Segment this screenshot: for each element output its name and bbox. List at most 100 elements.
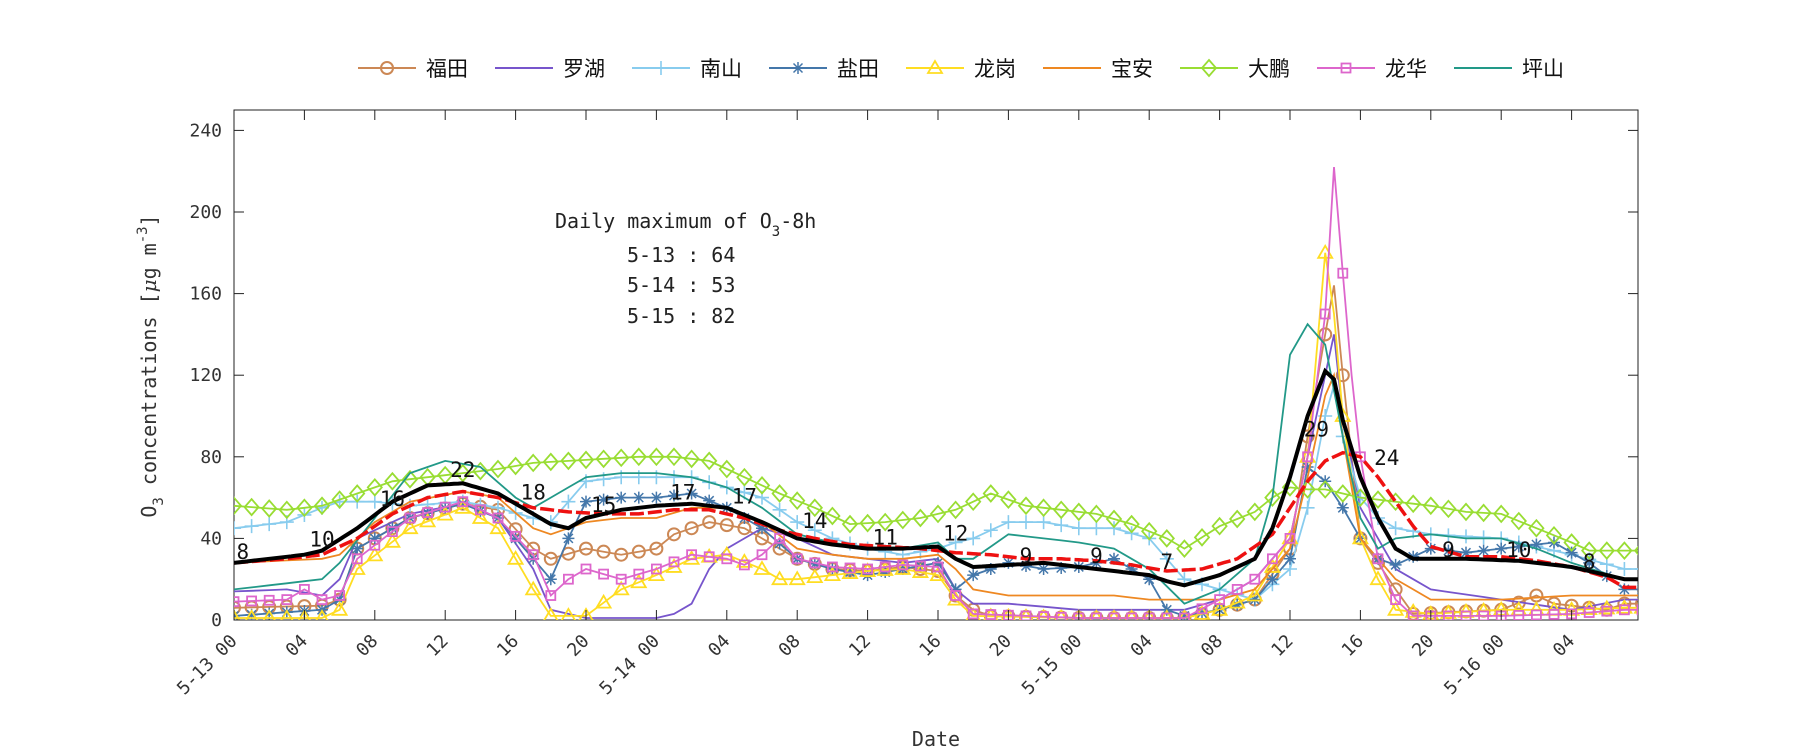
data-label: 8 [236, 540, 249, 564]
series-marker [331, 601, 349, 616]
series-marker [1161, 612, 1173, 620]
legend-item: 龙华 [1317, 57, 1427, 81]
y-tick-label: 120 [189, 365, 222, 386]
series-marker [281, 594, 293, 605]
series-marker [1635, 597, 1638, 610]
series-marker [650, 491, 663, 504]
x-tick-label: 08 [775, 631, 805, 661]
series-marker [612, 580, 630, 596]
annotation-line-1: 5-13 : 64 [627, 243, 735, 267]
annotation-title: Daily maximum of O3-8h [555, 209, 816, 240]
series-marker [756, 522, 768, 535]
series-marker [1440, 499, 1457, 519]
series-marker [1495, 542, 1508, 555]
series-marker [684, 521, 699, 536]
series-marker [577, 450, 595, 470]
series-marker [386, 522, 399, 535]
series-marker [950, 590, 961, 601]
series-marker [334, 590, 346, 601]
series-marker [1422, 496, 1439, 516]
legend-item: 坪山 [1454, 57, 1564, 81]
x-tick-label: 5-13 00 [173, 631, 241, 699]
series-marker [1531, 609, 1542, 620]
series-marker [580, 495, 592, 508]
series-marker [457, 496, 469, 508]
series-marker [1390, 594, 1401, 605]
series-marker [894, 560, 912, 575]
series-marker [1231, 598, 1244, 611]
series-marker [563, 573, 574, 585]
series-marker [1284, 552, 1296, 565]
series-marker [1460, 610, 1472, 620]
series-marker [1108, 612, 1120, 620]
series-marker [315, 609, 329, 620]
data-label: 17 [670, 481, 695, 505]
series-marker [544, 573, 557, 586]
data-label: 9 [1020, 544, 1033, 568]
series-marker [313, 496, 331, 516]
legend-marker [1340, 62, 1352, 74]
series-line [234, 322, 1638, 605]
data-label: 7 [1160, 550, 1173, 574]
series-marker [1302, 451, 1313, 463]
series-marker [756, 549, 768, 561]
mean-line [234, 367, 1638, 588]
series-marker [721, 553, 733, 565]
x-tick-label: 16 [493, 631, 523, 661]
series-marker [1090, 556, 1103, 569]
series-marker [1319, 308, 1331, 320]
series-marker [984, 563, 997, 575]
series-marker [1424, 542, 1437, 555]
series-marker [806, 498, 823, 518]
series-marker [967, 569, 980, 582]
series-marker [1581, 541, 1598, 561]
series-marker [263, 594, 275, 606]
series-marker [1337, 267, 1349, 279]
series-marker [774, 533, 785, 544]
series-marker [1266, 573, 1279, 586]
series-marker [648, 447, 665, 467]
series-marker [965, 492, 982, 512]
series-marker [667, 470, 681, 485]
legend-item: 南山 [632, 57, 742, 81]
x-tick-label: 20 [563, 631, 593, 661]
series-marker [948, 535, 963, 550]
legend-item: 盐田 [769, 57, 879, 81]
series-marker [524, 580, 542, 596]
series-marker [366, 478, 383, 497]
series-marker [807, 523, 822, 538]
series-marker [1389, 558, 1402, 571]
series-marker [543, 551, 558, 566]
y-tick-label: 200 [189, 202, 222, 223]
series-marker [234, 496, 243, 516]
series-marker [703, 551, 715, 563]
series-marker [808, 557, 821, 570]
data-label-layer: 8 10 16 22 18 15 17 17 14 11 12 9 9 7 29 24 9 10 8 [236, 417, 1595, 574]
series-marker [278, 500, 295, 520]
series-marker [316, 594, 328, 605]
series-line [234, 385, 1638, 601]
series-marker [1089, 521, 1104, 536]
series-marker [1510, 511, 1527, 531]
series-marker [1246, 502, 1263, 522]
series-marker [525, 453, 542, 473]
legend-item: 龙岗 [906, 57, 1016, 81]
series-marker [263, 607, 276, 620]
series-marker [614, 547, 629, 562]
series-marker [598, 568, 609, 580]
series-marker [1615, 598, 1633, 614]
series-marker [915, 560, 926, 572]
series-marker [472, 461, 489, 481]
series-marker [456, 497, 469, 510]
series-marker [876, 561, 894, 576]
series-marker [1020, 559, 1032, 572]
series-marker [1598, 541, 1615, 561]
series-marker [1231, 584, 1243, 595]
annotation-line-3: 5-15 : 82 [627, 304, 735, 328]
series-marker [1636, 584, 1638, 595]
x-tick-label: 12 [423, 631, 453, 661]
series-marker [1528, 518, 1545, 538]
legend-label: 盐田 [837, 57, 879, 81]
series-marker [1335, 368, 1350, 383]
